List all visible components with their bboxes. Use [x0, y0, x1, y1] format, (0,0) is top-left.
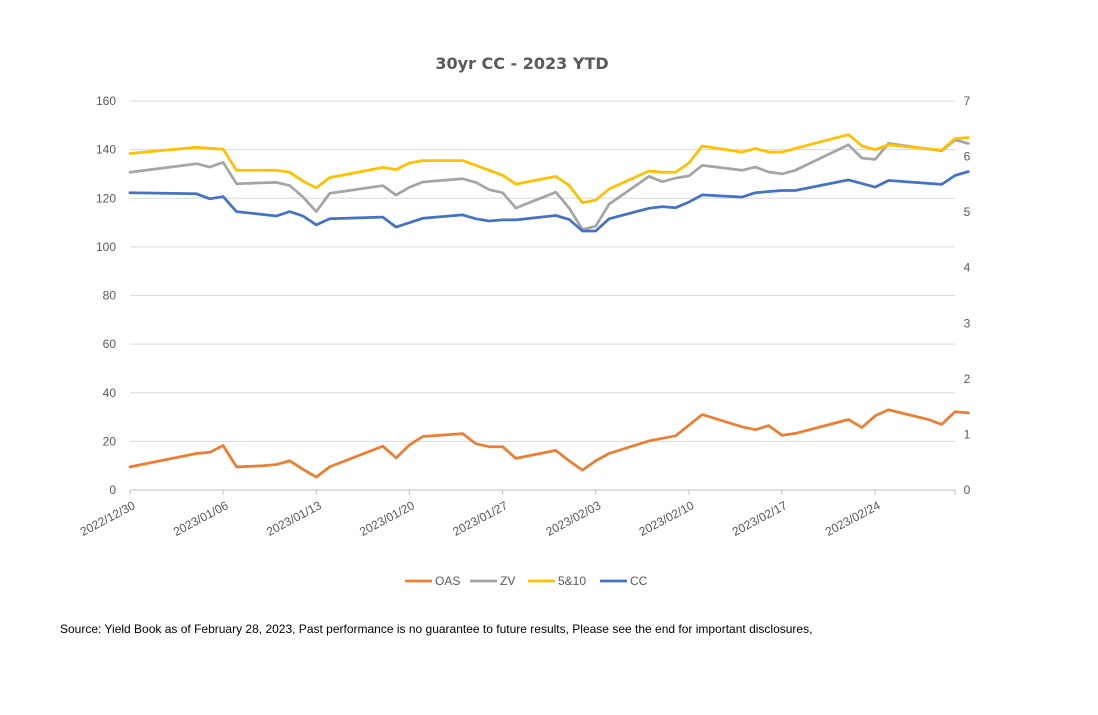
x-tick-label: 2023/02/03	[544, 498, 604, 539]
series-line-zv	[128, 138, 970, 231]
x-tick-label: 2023/01/27	[450, 498, 510, 539]
x-tick-label: 2023/02/17	[730, 498, 790, 539]
series-line-oas	[128, 408, 970, 479]
y-tick-label-left: 80	[103, 289, 117, 303]
x-tick-label: 2023/01/20	[357, 498, 417, 539]
y-tick-label-right: 7	[964, 94, 971, 108]
legend-label: OAS	[435, 574, 460, 588]
y-tick-label-left: 0	[109, 483, 116, 497]
legend-label: ZV	[500, 574, 515, 588]
y-tick-label-left: 140	[96, 143, 116, 157]
chart-title: 30yr CC - 2023 YTD	[435, 54, 608, 73]
x-tick-label: 2023/01/13	[264, 498, 324, 539]
y-tick-label-left: 120	[96, 191, 116, 205]
y-tick-label-left: 20	[103, 434, 117, 448]
x-tick-label: 2023/02/10	[637, 498, 697, 539]
y-tick-label-left: 40	[103, 386, 117, 400]
y-tick-label-left: 160	[96, 94, 116, 108]
series-line-cc	[128, 170, 970, 233]
axes: 0 20 40 60 80 100 120 140 160 0 1 2 3 4 5 6 7 2022/12/30 2…	[78, 94, 971, 539]
y-tick-label-right: 5	[964, 205, 971, 219]
y-tick-label-right: 1	[964, 427, 971, 441]
y-tick-label-right: 3	[964, 316, 971, 330]
legend: OAS ZV 5&10 CC	[405, 574, 648, 588]
series-line-5-10	[128, 133, 970, 204]
y-tick-label-right: 6	[964, 150, 971, 164]
y-tick-label-right: 4	[964, 261, 971, 275]
legend-label: 5&10	[558, 574, 586, 588]
x-tick-label: 2023/01/06	[171, 498, 231, 539]
y-tick-label-right: 0	[964, 483, 971, 497]
x-tick-label: 2022/12/30	[78, 498, 138, 539]
y-tick-label-left: 60	[103, 337, 117, 351]
y-tick-label-left: 100	[96, 240, 116, 254]
source-note: Source: Yield Book as of February 28, 20…	[60, 622, 813, 636]
legend-label: CC	[630, 574, 648, 588]
x-tick-label: 2023/02/24	[823, 498, 883, 539]
y-tick-label-right: 2	[964, 372, 971, 386]
series-lines	[128, 133, 970, 479]
